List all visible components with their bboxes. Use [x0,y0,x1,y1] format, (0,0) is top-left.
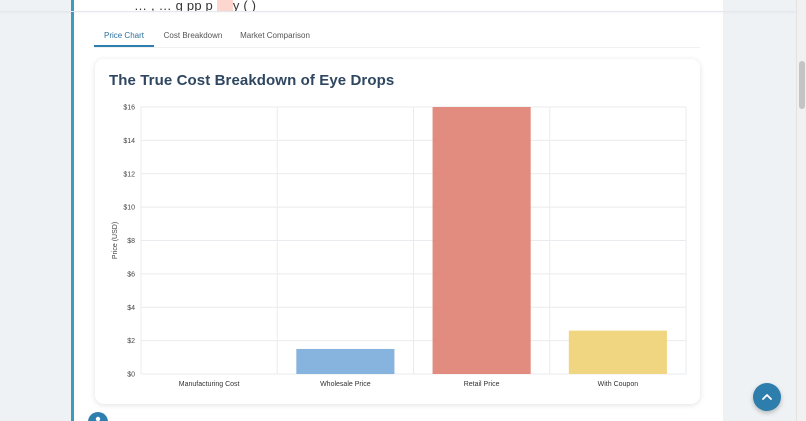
x-tick-label: Retail Price [464,381,500,388]
scroll-to-top-button[interactable] [753,383,781,411]
y-tick-label: $6 [127,271,135,278]
bar-wholesale-price [296,348,395,374]
cutoff-text-before: … , … g pp p [134,0,213,12]
tab-cost-breakdown[interactable]: Cost Breakdown [163,31,223,40]
tab-market-comparison[interactable]: Market Comparison [240,31,310,40]
x-tick-label: With Coupon [598,381,639,388]
scrollbar-thumb[interactable] [799,61,805,109]
y-tick-label: $16 [123,105,135,112]
cutoff-text-after: y ( ) [232,0,257,12]
cutoff-text-highlight [216,0,233,12]
chevron-up-icon [762,394,772,400]
person-icon [95,416,101,421]
y-tick-label: $0 [127,372,135,379]
y-axis-label: Price (USD) [112,222,119,259]
y-tick-label: $4 [127,305,135,312]
page-scrollbar[interactable] [796,0,806,421]
article-cutoff-text: … , … g pp p y ( ) [134,0,256,12]
tab-price-chart[interactable]: Price Chart [94,25,154,47]
y-tick-label: $14 [123,138,135,145]
header-divider [0,11,796,12]
author-avatar[interactable] [88,412,108,421]
bar-chart: $0 $2 $4 $6 $8 $10 $12 $14 $16 Manufacturing Cost… [112,105,687,388]
y-tick-label: $12 [123,171,135,178]
x-tick-label: Manufacturing Cost [179,381,240,388]
bar-retail-price [432,107,531,374]
y-tick-label: $10 [123,205,135,212]
y-tick-label: $8 [127,238,135,245]
bar-with-coupon [568,330,667,374]
chart-card: The True Cost Breakdown of Eye Drops $0 $… [95,59,700,404]
chart-tabs: Price Chart Cost Breakdown Market Compar… [94,25,700,48]
x-tick-label: Wholesale Price [320,381,371,388]
y-tick-label: $2 [127,338,135,345]
chart-title: The True Cost Breakdown of Eye Drops [109,72,395,89]
